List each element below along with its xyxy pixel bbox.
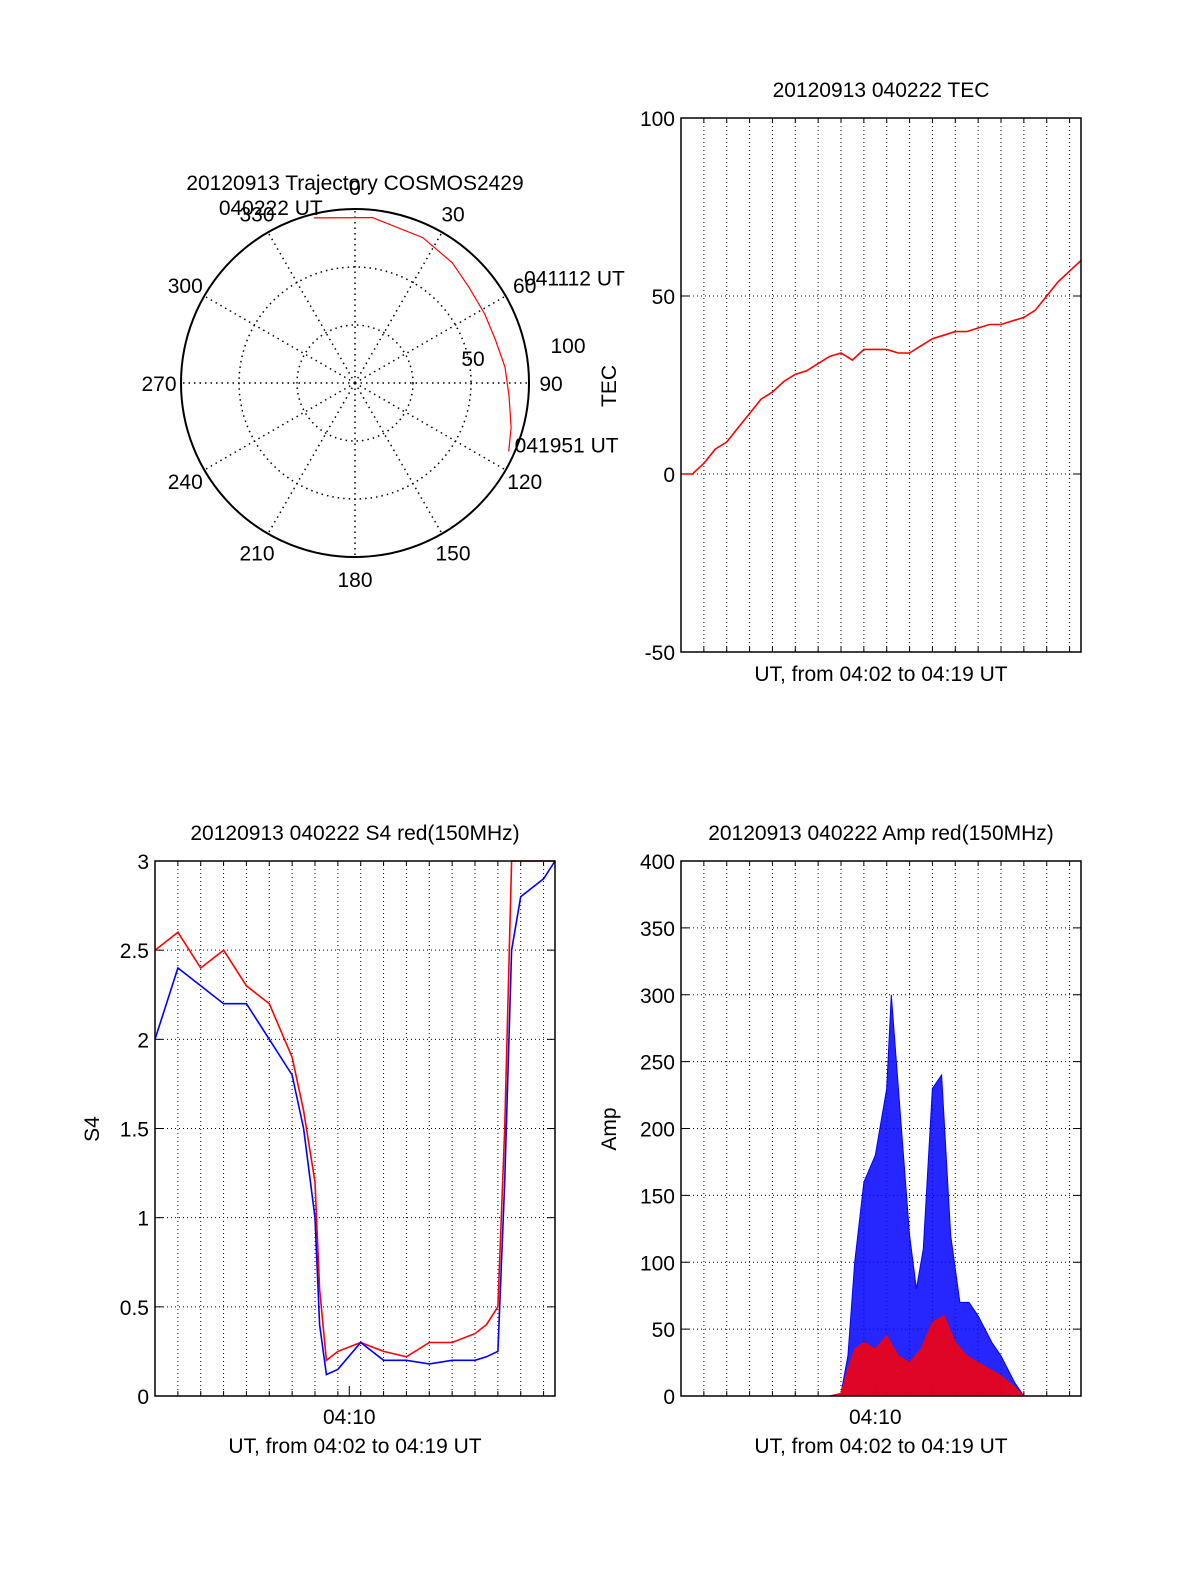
tec-title: 20120913 040222 TEC — [773, 79, 990, 102]
amp-plot: 0 50 100 150 200 250 300 350 400 04:10 — [640, 851, 1082, 1429]
y-tick-label: 2 — [137, 1029, 149, 1052]
polar-radial-label: 100 — [550, 335, 585, 358]
y-tick-label: 100 — [640, 1252, 675, 1275]
tec-panel: 20120913 040222 TEC UT, from 04:02 to 04… — [598, 79, 1082, 686]
polar-grid-spoke — [354, 295, 507, 384]
tec-xlabel: UT, from 04:02 to 04:19 UT — [754, 663, 1007, 686]
trajectory-time-label: 040222 UT — [219, 197, 323, 220]
blue-series-area — [681, 994, 1081, 1397]
polar-angle-label: 150 — [435, 543, 470, 566]
y-tick-label: 300 — [640, 985, 675, 1008]
y-tick-label: 50 — [652, 1319, 675, 1342]
y-tick-label: 150 — [640, 1185, 675, 1208]
polar-angle-labels: 0 30 60 90 120 150 180 210 240 270 300 330 — [141, 177, 562, 592]
polar-grid-spoke — [354, 231, 443, 384]
red-series-area — [681, 1315, 1081, 1397]
amp-xlabel: UT, from 04:02 to 04:19 UT — [754, 1435, 1007, 1458]
s4-xlabel: UT, from 04:02 to 04:19 UT — [228, 1435, 481, 1458]
polar-outer-ring — [180, 208, 530, 558]
polar-angle-label: 60 — [513, 275, 536, 298]
tec-ylabel: TEC — [598, 365, 621, 407]
polar-grid — [180, 208, 530, 558]
y-tick-label: 3 — [137, 851, 149, 874]
y-tick-label: 0.5 — [120, 1297, 149, 1320]
y-tick-label: 1 — [137, 1208, 149, 1231]
x-tick-label: 04:10 — [849, 1406, 902, 1429]
y-tick-label: 50 — [652, 286, 675, 309]
polar-grid-spoke — [267, 382, 356, 535]
amp-title: 20120913 040222 Amp red(150MHz) — [708, 822, 1054, 845]
polar-angle-label: 210 — [239, 543, 274, 566]
polar-angle-label: 240 — [168, 471, 203, 494]
polar-angle-label: 330 — [239, 203, 274, 226]
polar-grid-spoke — [203, 295, 356, 384]
polar-grid-spoke — [354, 382, 507, 471]
plot-frame — [680, 860, 1082, 1397]
amp-ylabel: Amp — [598, 1107, 621, 1150]
polar-radial-label: 50 — [461, 348, 484, 371]
polar-grid-ring — [296, 324, 414, 442]
s4-panel: 20120913 040222 S4 red(150MHz) UT, from … — [81, 822, 556, 1458]
x-tick-label: 04:10 — [323, 1406, 376, 1429]
polar-grid-spoke — [203, 382, 356, 471]
y-tick-label: 0 — [137, 1386, 149, 1409]
polar-grid-spoke — [267, 231, 356, 384]
y-tick-label: 250 — [640, 1052, 675, 1075]
polar-series — [313, 216, 512, 452]
y-tick-label: 200 — [640, 1119, 675, 1142]
plot-frame — [154, 860, 556, 1397]
polar-angle-label: 120 — [507, 471, 542, 494]
y-tick-label: 350 — [640, 918, 675, 941]
polar-annotations: 040222 UT 041112 UT 041951 UT — [219, 197, 625, 457]
y-tick-label: 0 — [663, 1386, 675, 1409]
trajectory-time-label: 041951 UT — [515, 434, 619, 457]
blue-series-line — [154, 860, 556, 1376]
y-tick-label: 0 — [663, 464, 675, 487]
trajectory-time-label: 041112 UT — [524, 267, 625, 290]
plot-frame — [680, 117, 1082, 653]
amp-panel: 20120913 040222 Amp red(150MHz) UT, from… — [598, 822, 1082, 1458]
s4-ylabel: S4 — [81, 1116, 104, 1142]
polar-radial-labels: 50 100 — [461, 335, 585, 371]
polar-angle-label: 0 — [349, 177, 361, 200]
polar-panel: 20120913 Trajectory COSMOS2429 0 30 60 90 12… — [141, 172, 625, 592]
red-series-line — [681, 259, 1082, 475]
y-tick-label: -50 — [645, 642, 675, 665]
polar-angle-label: 90 — [539, 373, 562, 396]
s4-title: 20120913 040222 S4 red(150MHz) — [190, 822, 519, 845]
y-tick-label: 400 — [640, 851, 675, 874]
y-tick-label: 100 — [640, 108, 675, 131]
polar-angle-label: 270 — [141, 373, 176, 396]
polar-title: 20120913 Trajectory COSMOS2429 — [186, 172, 523, 195]
s4-plot: 0 0.5 1 1.5 2 2.5 3 04:10 — [120, 851, 556, 1429]
polar-angle-label: 300 — [168, 275, 203, 298]
polar-grid-spoke — [354, 382, 443, 535]
y-tick-label: 1.5 — [120, 1119, 149, 1142]
polar-angle-label: 180 — [337, 569, 372, 592]
y-tick-label: 2.5 — [120, 940, 149, 963]
tec-plot: -50 0 50 100 — [640, 108, 1082, 665]
red-series-line — [154, 860, 555, 1362]
polar-angle-label: 30 — [441, 203, 464, 226]
trajectory-line — [313, 216, 512, 452]
